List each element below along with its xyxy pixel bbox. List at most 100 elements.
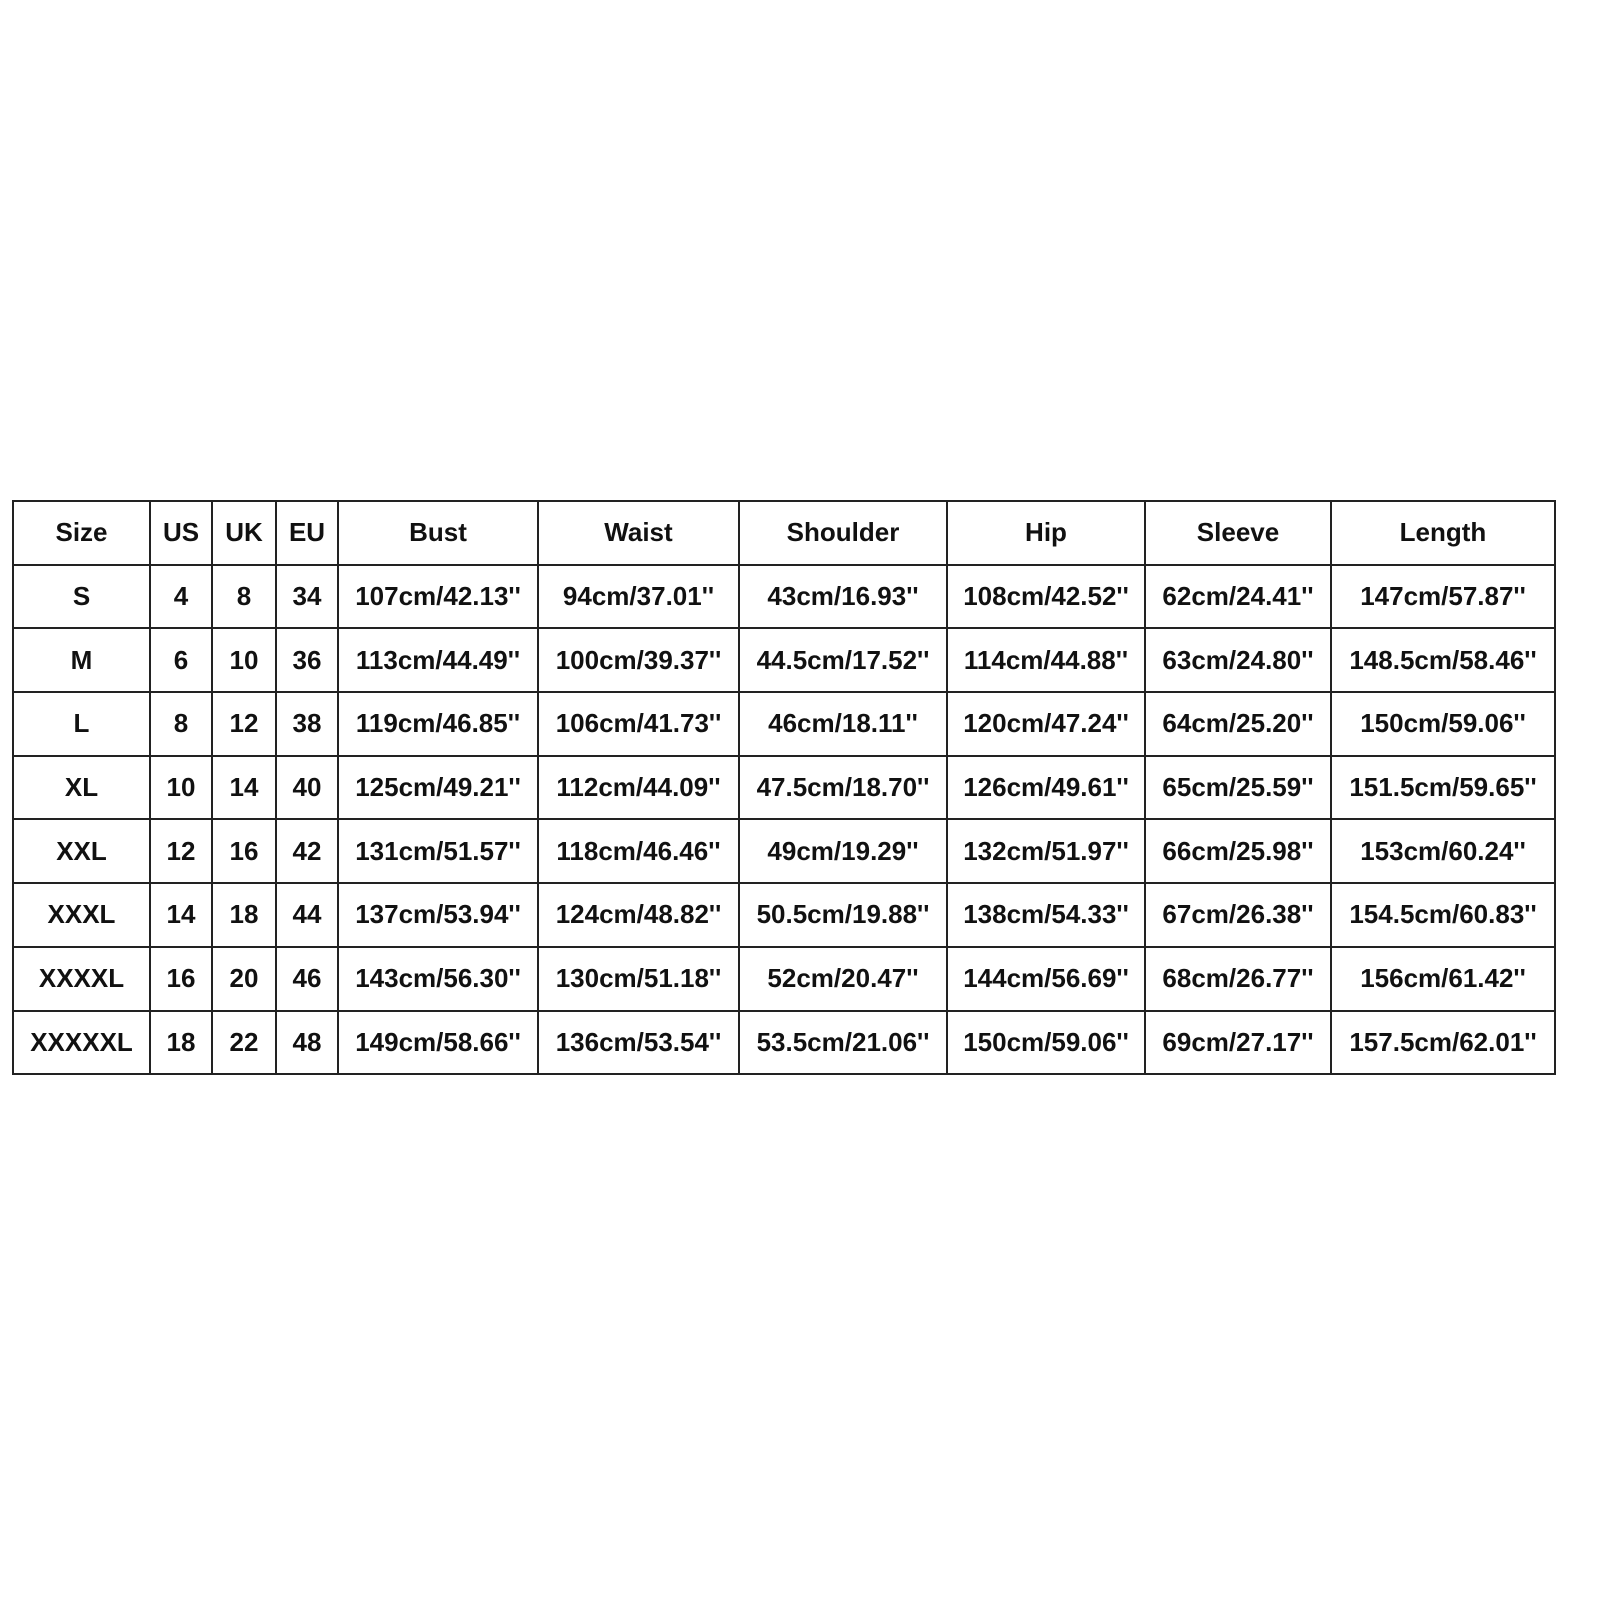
cell-size: XL (12, 754, 151, 821)
cell-bust: 149cm/58.66'' (337, 1009, 539, 1076)
cell-eu: 44 (275, 882, 339, 948)
cell-shoulder: 44.5cm/17.52'' (738, 627, 948, 694)
cell-bust: 137cm/53.94'' (337, 882, 539, 948)
cell-sleeve: 69cm/27.17'' (1144, 1009, 1332, 1076)
column-header-size: Size (12, 500, 151, 566)
cell-size: XXL (12, 818, 151, 885)
cell-waist: 94cm/37.01'' (537, 563, 740, 630)
cell-size: XXXXL (12, 945, 151, 1012)
cell-shoulder: 47.5cm/18.70'' (738, 754, 948, 821)
cell-hip: 150cm/59.06'' (946, 1009, 1146, 1076)
size-chart-table: Size US UK EU Bust Waist Shoulder Hip Sleeve Leng… (12, 500, 1556, 1076)
cell-hip: 138cm/54.33'' (946, 882, 1146, 948)
cell-length: 153cm/60.24'' (1330, 818, 1556, 885)
column-header-hip: Hip (946, 500, 1146, 566)
cell-waist: 124cm/48.82'' (537, 882, 740, 948)
cell-length: 151.5cm/59.65'' (1330, 754, 1556, 821)
cell-size: M (12, 627, 151, 694)
cell-bust: 119cm/46.85'' (337, 691, 539, 757)
cell-hip: 108cm/42.52'' (946, 563, 1146, 630)
cell-bust: 125cm/49.21'' (337, 754, 539, 821)
cell-length: 147cm/57.87'' (1330, 563, 1556, 630)
cell-length: 156cm/61.42'' (1330, 945, 1556, 1012)
cell-size: S (12, 563, 151, 630)
cell-us: 10 (149, 754, 213, 821)
cell-eu: 40 (275, 754, 339, 821)
table-row: XXL 12 16 42 131cm/51.57'' 118cm/46.46'' 49cm/… (12, 818, 1556, 885)
cell-waist: 130cm/51.18'' (537, 945, 740, 1012)
cell-size: XXXL (12, 882, 151, 948)
cell-eu: 38 (275, 691, 339, 757)
cell-us: 12 (149, 818, 213, 885)
cell-uk: 22 (211, 1009, 277, 1076)
cell-length: 154.5cm/60.83'' (1330, 882, 1556, 948)
column-header-waist: Waist (537, 500, 740, 566)
cell-sleeve: 62cm/24.41'' (1144, 563, 1332, 630)
cell-uk: 12 (211, 691, 277, 757)
cell-length: 157.5cm/62.01'' (1330, 1009, 1556, 1076)
table-row: XXXXXL 18 22 48 149cm/58.66'' 136cm/53.54'' 53… (12, 1009, 1556, 1076)
cell-waist: 106cm/41.73'' (537, 691, 740, 757)
table-row: XL 10 14 40 125cm/49.21'' 112cm/44.09'' 47.5cm… (12, 754, 1556, 821)
cell-eu: 48 (275, 1009, 339, 1076)
column-header-eu: EU (275, 500, 339, 566)
cell-eu: 36 (275, 627, 339, 694)
cell-bust: 107cm/42.13'' (337, 563, 539, 630)
cell-shoulder: 49cm/19.29'' (738, 818, 948, 885)
cell-bust: 113cm/44.49'' (337, 627, 539, 694)
column-header-us: US (149, 500, 213, 566)
cell-shoulder: 53.5cm/21.06'' (738, 1009, 948, 1076)
cell-us: 18 (149, 1009, 213, 1076)
cell-eu: 42 (275, 818, 339, 885)
column-header-sleeve: Sleeve (1144, 500, 1332, 566)
cell-hip: 144cm/56.69'' (946, 945, 1146, 1012)
cell-size: XXXXXL (12, 1009, 151, 1076)
column-header-bust: Bust (337, 500, 539, 566)
cell-sleeve: 64cm/25.20'' (1144, 691, 1332, 757)
cell-sleeve: 63cm/24.80'' (1144, 627, 1332, 694)
cell-length: 150cm/59.06'' (1330, 691, 1556, 757)
cell-waist: 112cm/44.09'' (537, 754, 740, 821)
cell-sleeve: 66cm/25.98'' (1144, 818, 1332, 885)
cell-length: 148.5cm/58.46'' (1330, 627, 1556, 694)
cell-us: 8 (149, 691, 213, 757)
cell-uk: 8 (211, 563, 277, 630)
cell-uk: 14 (211, 754, 277, 821)
cell-shoulder: 50.5cm/19.88'' (738, 882, 948, 948)
cell-hip: 132cm/51.97'' (946, 818, 1146, 885)
table-row: L 8 12 38 119cm/46.85'' 106cm/41.73'' 46cm/18.… (12, 691, 1556, 757)
cell-uk: 20 (211, 945, 277, 1012)
cell-us: 16 (149, 945, 213, 1012)
table-row: XXXXL 16 20 46 143cm/56.30'' 130cm/51.18'' 52c… (12, 945, 1556, 1012)
table-row: M 6 10 36 113cm/44.49'' 100cm/39.37'' 44.5cm/1… (12, 627, 1556, 694)
column-header-uk: UK (211, 500, 277, 566)
table-row: S 4 8 34 107cm/42.13'' 94cm/37.01'' 43cm/16.93… (12, 563, 1556, 630)
cell-shoulder: 43cm/16.93'' (738, 563, 948, 630)
cell-us: 4 (149, 563, 213, 630)
cell-sleeve: 65cm/25.59'' (1144, 754, 1332, 821)
cell-waist: 100cm/39.37'' (537, 627, 740, 694)
cell-hip: 120cm/47.24'' (946, 691, 1146, 757)
cell-us: 6 (149, 627, 213, 694)
cell-sleeve: 67cm/26.38'' (1144, 882, 1332, 948)
cell-eu: 46 (275, 945, 339, 1012)
cell-sleeve: 68cm/26.77'' (1144, 945, 1332, 1012)
cell-shoulder: 46cm/18.11'' (738, 691, 948, 757)
column-header-length: Length (1330, 500, 1556, 566)
cell-us: 14 (149, 882, 213, 948)
cell-hip: 114cm/44.88'' (946, 627, 1146, 694)
cell-uk: 10 (211, 627, 277, 694)
cell-bust: 131cm/51.57'' (337, 818, 539, 885)
column-header-shoulder: Shoulder (738, 500, 948, 566)
cell-hip: 126cm/49.61'' (946, 754, 1146, 821)
cell-eu: 34 (275, 563, 339, 630)
cell-shoulder: 52cm/20.47'' (738, 945, 948, 1012)
cell-size: L (12, 691, 151, 757)
cell-uk: 16 (211, 818, 277, 885)
cell-uk: 18 (211, 882, 277, 948)
cell-waist: 136cm/53.54'' (537, 1009, 740, 1076)
cell-bust: 143cm/56.30'' (337, 945, 539, 1012)
header-row: Size US UK EU Bust Waist Shoulder Hip Sleeve Leng… (12, 500, 1556, 566)
cell-waist: 118cm/46.46'' (537, 818, 740, 885)
table-row: XXXL 14 18 44 137cm/53.94'' 124cm/48.82'' 50.5… (12, 882, 1556, 948)
